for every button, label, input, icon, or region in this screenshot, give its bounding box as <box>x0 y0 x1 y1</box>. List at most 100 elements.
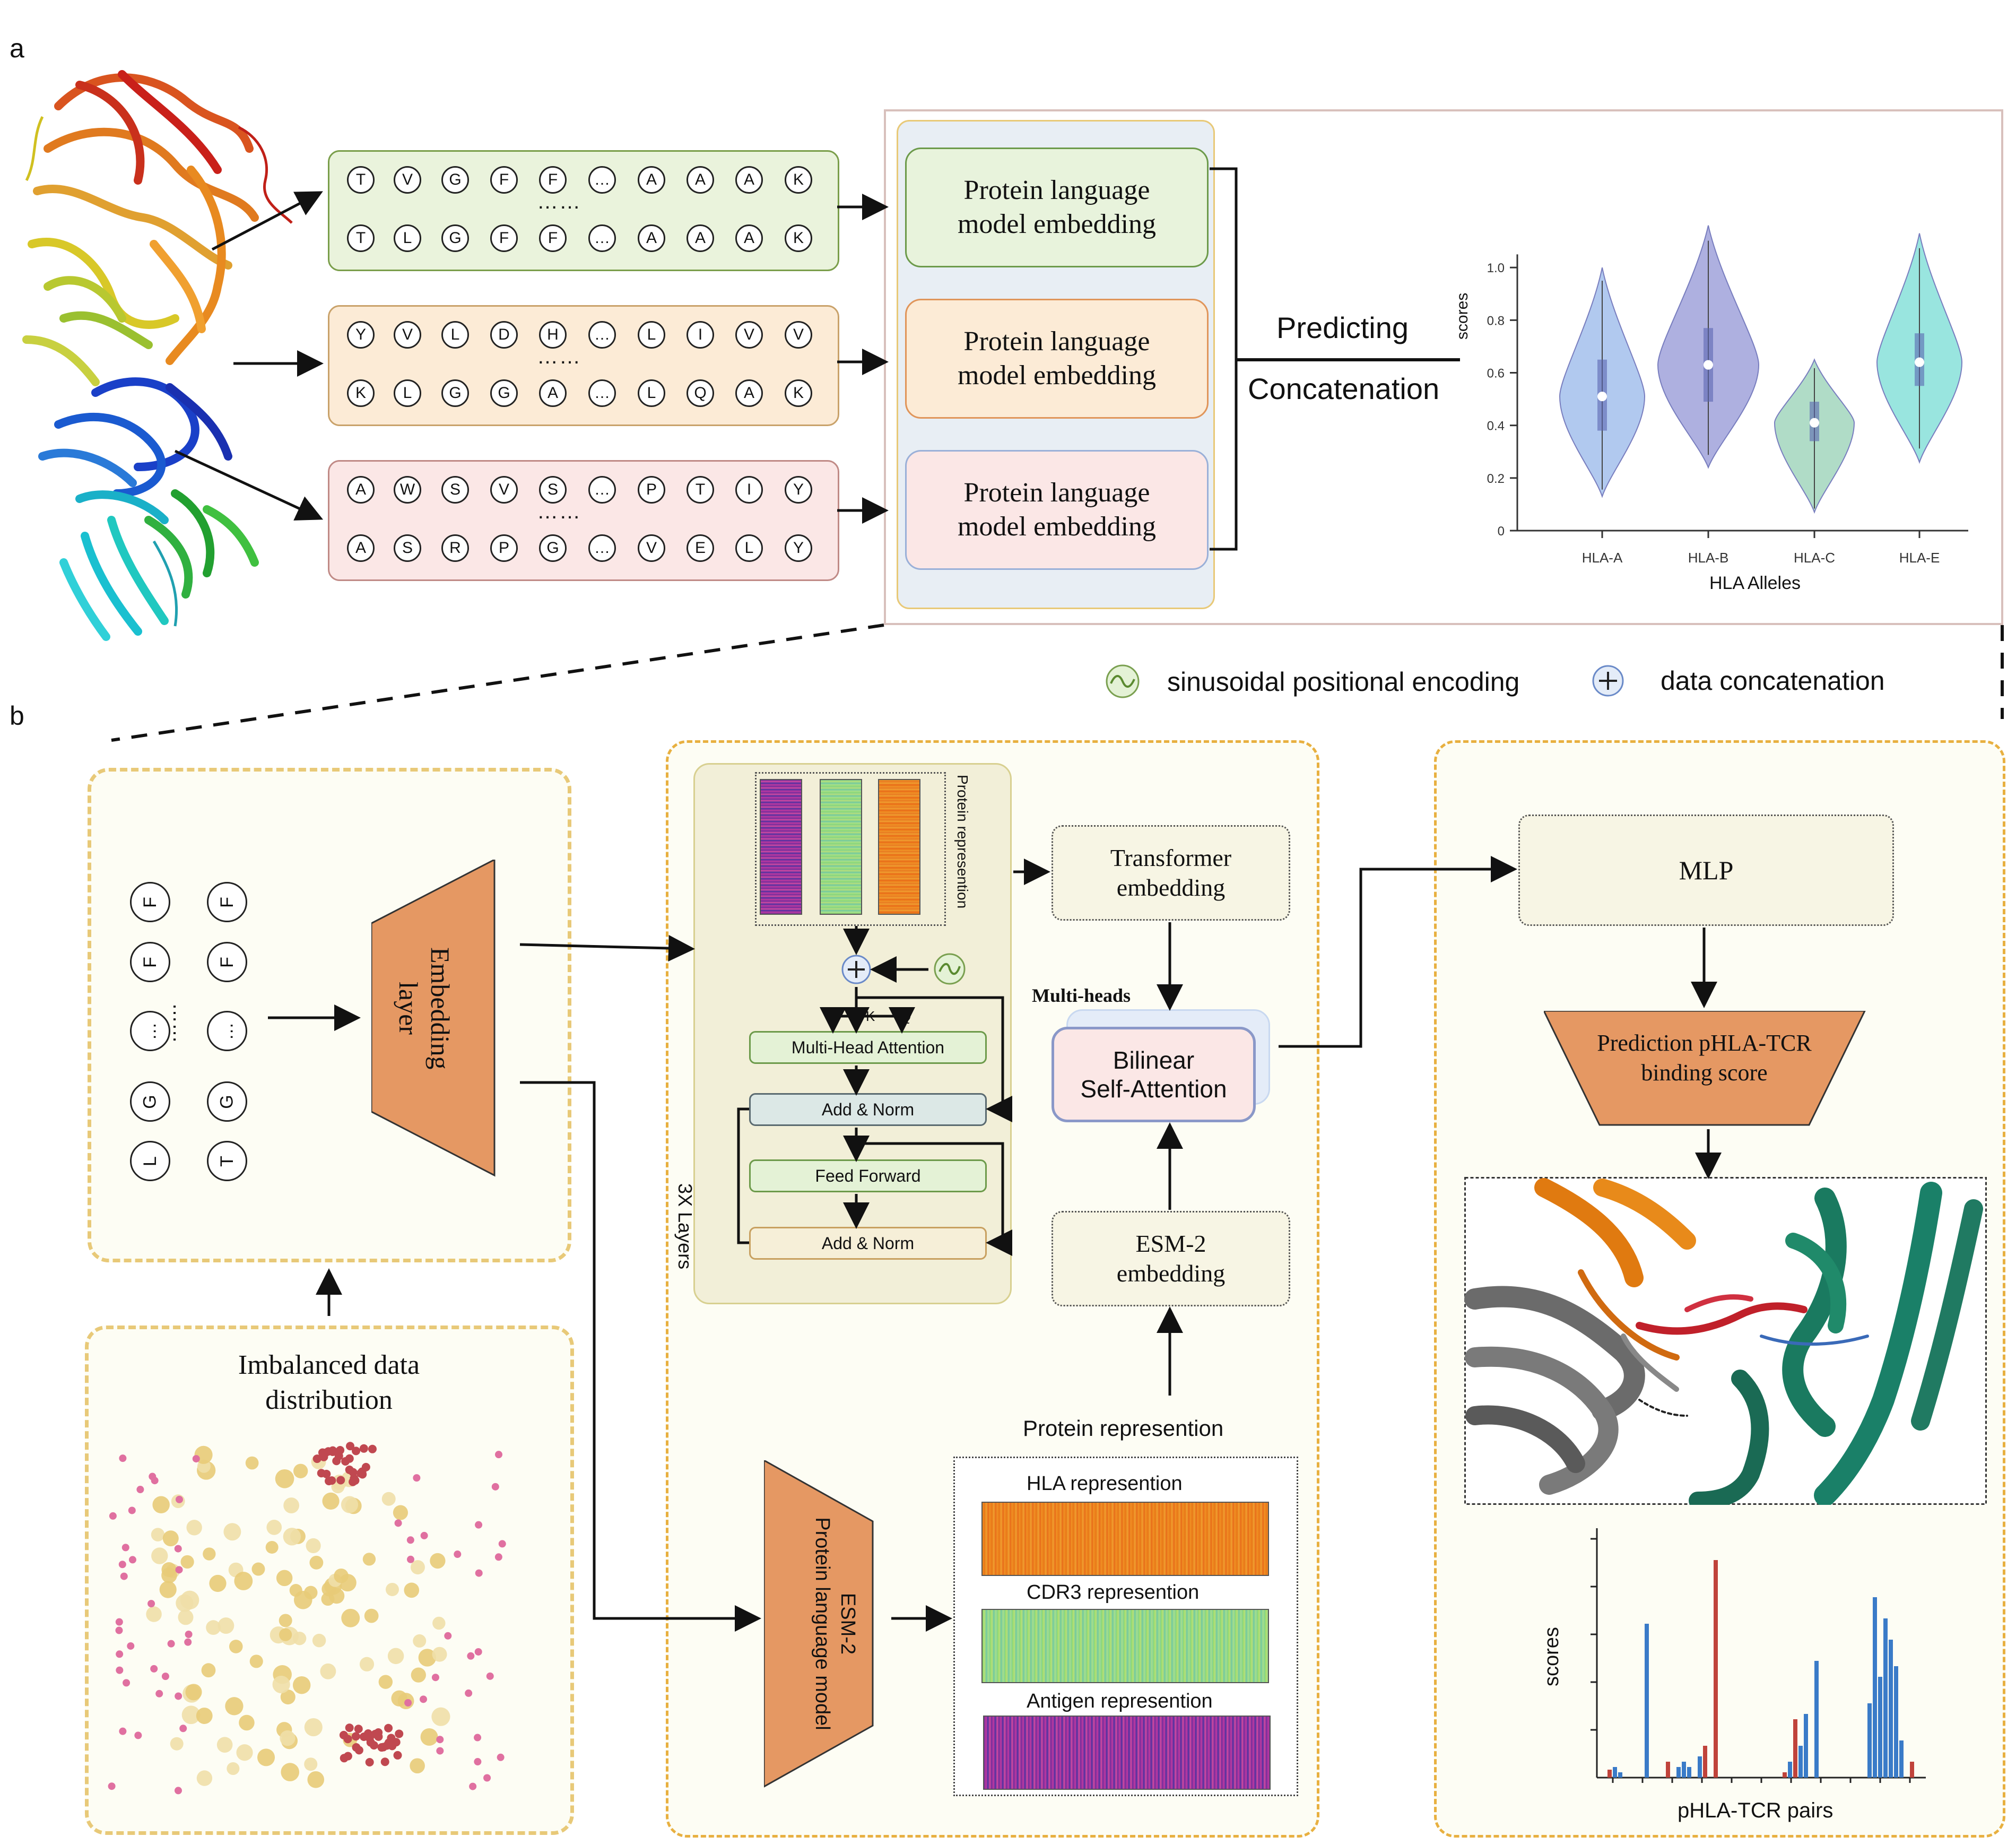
heatmap-orange <box>878 779 920 915</box>
scatter-point-majority <box>293 1463 308 1478</box>
sequence-residue: T <box>687 476 714 504</box>
scatter-point-minority <box>494 1451 502 1459</box>
scatter-point-majority <box>432 1647 447 1662</box>
scatter-point-cluster <box>351 1732 360 1741</box>
scatter-point-majority <box>430 1553 446 1569</box>
scatter-point-majority <box>162 1530 179 1547</box>
scatter-point-minority <box>161 1673 169 1681</box>
violin-y-tick-label: 0.8 <box>1487 314 1505 328</box>
scatter-point-cluster <box>349 1468 358 1477</box>
scatter-point-cluster <box>368 1444 377 1453</box>
scatter-point-majority <box>159 1581 177 1598</box>
scatter-point-cluster <box>336 1476 345 1485</box>
scatter-point-majority <box>304 1757 318 1771</box>
scatter-point-cluster <box>345 1723 354 1733</box>
sequence-residue: … <box>588 166 616 194</box>
bar-blue <box>1676 1767 1681 1778</box>
scatter-point-cluster <box>339 1730 348 1739</box>
scatter-point-majority <box>176 1594 194 1612</box>
sequence-residue: L <box>638 321 665 349</box>
scatter-point-minority <box>483 1774 491 1782</box>
scatter-point-minority <box>179 1725 187 1733</box>
sequence-residue: L <box>441 321 469 349</box>
sequence-residue: H <box>539 321 567 349</box>
sinusoidal-encoding-icon <box>934 953 966 985</box>
scatter-point-minority <box>436 1747 444 1755</box>
scatter-point-majority <box>265 1540 279 1554</box>
sequence-residue: Y <box>785 534 812 562</box>
scatter-point-majority <box>225 1697 244 1716</box>
sequence-residue: A <box>539 379 567 407</box>
scatter-point-minority <box>174 1545 182 1553</box>
sinusoidal-icon <box>1106 664 1140 698</box>
input-residue: F <box>207 882 247 922</box>
esm2-embedding-box: ESM-2 embedding <box>1052 1211 1290 1306</box>
scatter-point-majority <box>320 1663 336 1679</box>
add-norm-block-1: Add & Norm <box>749 1093 987 1126</box>
scatter-point-minority <box>413 1474 421 1482</box>
heatmap-green <box>820 779 862 915</box>
scatter-point-majority <box>151 1528 165 1541</box>
scatter-point-majority <box>393 1505 408 1520</box>
scatter-point-minority <box>454 1551 462 1558</box>
scatter-point-majority <box>293 1590 312 1609</box>
panel-a-letter: a <box>10 33 24 63</box>
scatter-point-minority <box>192 1455 200 1463</box>
input-residue: F <box>130 942 170 982</box>
scatter-point-majority <box>385 1582 399 1597</box>
sequence-residue: K <box>785 166 812 194</box>
protein-represention-label: Protein represention <box>1023 1416 1224 1441</box>
scatter-point-majority <box>280 1730 296 1746</box>
concat-legend-label: data concatenation <box>1661 666 1885 696</box>
concatenation-label: Concatenation <box>1248 372 1440 405</box>
scatter-point-majority <box>181 1705 201 1725</box>
bar-blue <box>1804 1714 1808 1778</box>
mlp-box: MLP <box>1518 815 1894 926</box>
violin-y-tick-label: 0.4 <box>1487 419 1505 434</box>
scatter-point-majority <box>312 1633 326 1648</box>
scatter-point-cluster <box>322 1469 331 1478</box>
sequence-residue: Y <box>785 476 812 504</box>
scatter-point-minority <box>474 1734 482 1742</box>
scatter-point-majority <box>281 1763 300 1781</box>
scatter-point-minority <box>118 1561 126 1569</box>
cdr3-heatmap <box>981 1609 1269 1683</box>
sequence-residue: L <box>735 534 763 562</box>
bar-blue <box>1618 1772 1622 1778</box>
scatter-point-minority <box>420 1695 428 1703</box>
scatter-point-minority <box>108 1782 116 1790</box>
scatter-point-majority <box>328 1588 345 1604</box>
scatter-point-majority <box>307 1771 325 1788</box>
sequence-residue: F <box>539 224 567 252</box>
heatmap-purple <box>760 779 802 915</box>
prediction-label: Prediction pHLA-TCR binding score <box>1597 1030 1812 1086</box>
scatter-point-minority <box>121 1544 129 1552</box>
scatter-point-cluster <box>352 1743 361 1752</box>
input-residue: G <box>207 1081 247 1122</box>
bar-blue <box>1883 1618 1888 1778</box>
bar-blue <box>1878 1677 1882 1778</box>
scatter-point-minority <box>134 1731 142 1739</box>
violin-y-tick-label: 0.2 <box>1487 472 1505 486</box>
scatter-point-majority <box>203 1547 216 1561</box>
scatter-point-majority <box>152 1496 170 1513</box>
scatter-point-minority <box>404 1699 412 1707</box>
sequence-residue: D <box>490 321 518 349</box>
scatter-point-cluster <box>336 1446 345 1455</box>
scatter-point-majority <box>378 1675 393 1689</box>
sequence-residue: G <box>441 379 469 407</box>
sequence-residue: Q <box>687 379 714 407</box>
scatter-point-minority <box>115 1618 123 1626</box>
scatter-point-cluster <box>354 1725 363 1734</box>
scatter-point-majority <box>170 1737 184 1751</box>
pair-score-bar-chart <box>1591 1528 1926 1783</box>
sequence-residue: S <box>441 476 469 504</box>
protein-structure-illustration <box>22 70 293 641</box>
plm-embedding-1: Protein language model embedding <box>905 148 1209 267</box>
scatter-point-minority <box>431 1674 439 1682</box>
sequence-residue: F <box>490 224 518 252</box>
sequence-residue: K <box>785 224 812 252</box>
violin-median <box>1810 418 1819 428</box>
sequence-residue: I <box>735 476 763 504</box>
